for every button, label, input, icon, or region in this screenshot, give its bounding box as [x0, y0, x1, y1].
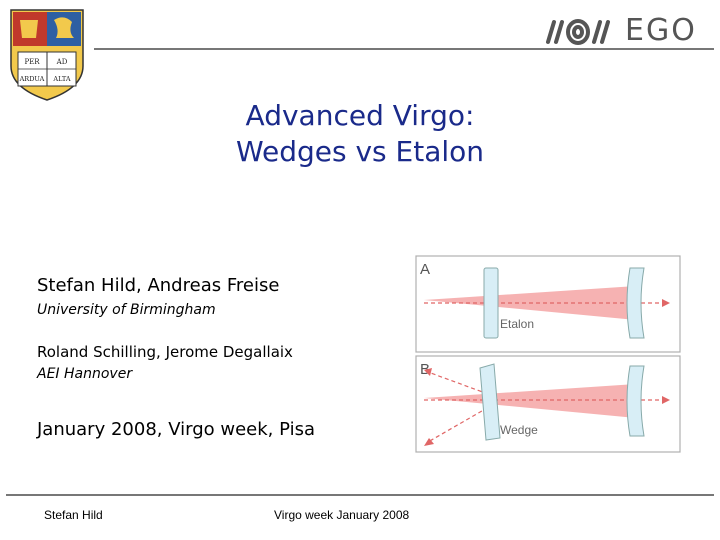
university-crest-logo: PER AD ARDUA ALTA: [10, 9, 84, 101]
panel-b-end-mirror: [626, 365, 645, 437]
title-line-1: Advanced Virgo:: [245, 99, 475, 132]
panel-b-caption: Wedge: [500, 423, 538, 437]
crest-motto-2: AD: [56, 58, 68, 66]
ego-logo-text: EGO: [625, 13, 697, 48]
footer-author: Stefan Hild: [44, 508, 103, 522]
panel-b-arrowhead: [662, 396, 670, 404]
crest-motto-3: ARDUA: [19, 75, 45, 83]
panel-b-reflection-down: [427, 403, 495, 443]
panel-a-end-mirror: [626, 267, 645, 339]
panel-a-label: A: [420, 261, 430, 278]
authors-aei: Roland Schilling, Jerome Degallaix: [37, 343, 293, 361]
title-line-2: Wedges vs Etalon: [235, 135, 485, 168]
etalon-plate: [483, 267, 499, 339]
wedge-plate: [479, 363, 501, 441]
slide-title: Advanced Virgo: Wedges vs Etalon: [180, 98, 540, 170]
footer-rule: [6, 494, 714, 496]
etalon-wedge-figure: A Etalon B Wedge: [415, 255, 681, 453]
authors-birmingham: Stefan Hild, Andreas Freise: [37, 275, 280, 296]
institution-aei: AEI Hannover: [37, 366, 133, 382]
panel-b-label: B: [420, 361, 430, 378]
panel-b-arrowhead-down: [424, 438, 434, 446]
panel-a-arrowhead: [662, 299, 670, 307]
institution-birmingham: University of Birmingham: [37, 302, 216, 318]
crest-motto-4: ALTA: [52, 75, 70, 83]
panel-a-caption: Etalon: [500, 317, 534, 331]
panel-b-arrowhead-up: [424, 368, 432, 376]
header-rule: [94, 48, 714, 50]
date-venue-line: January 2008, Virgo week, Pisa: [37, 419, 315, 440]
crest-motto-1: PER: [24, 58, 40, 66]
panel-b-reflection-up: [427, 371, 489, 395]
panel-b-beam: [424, 384, 636, 418]
ego-logo: [546, 19, 610, 45]
footer-event: Virgo week January 2008: [274, 508, 410, 522]
